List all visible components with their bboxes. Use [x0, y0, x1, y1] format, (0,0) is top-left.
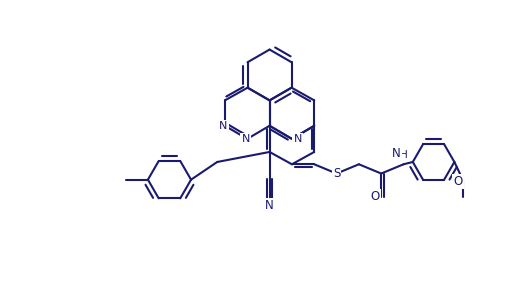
Text: N: N [294, 134, 302, 144]
Text: H: H [400, 150, 408, 160]
Text: O: O [453, 175, 463, 188]
Text: N: N [219, 121, 228, 131]
Text: O: O [370, 190, 380, 203]
Text: N: N [265, 199, 274, 212]
Text: N: N [392, 148, 400, 160]
Text: S: S [333, 167, 340, 180]
Text: N: N [241, 134, 250, 144]
